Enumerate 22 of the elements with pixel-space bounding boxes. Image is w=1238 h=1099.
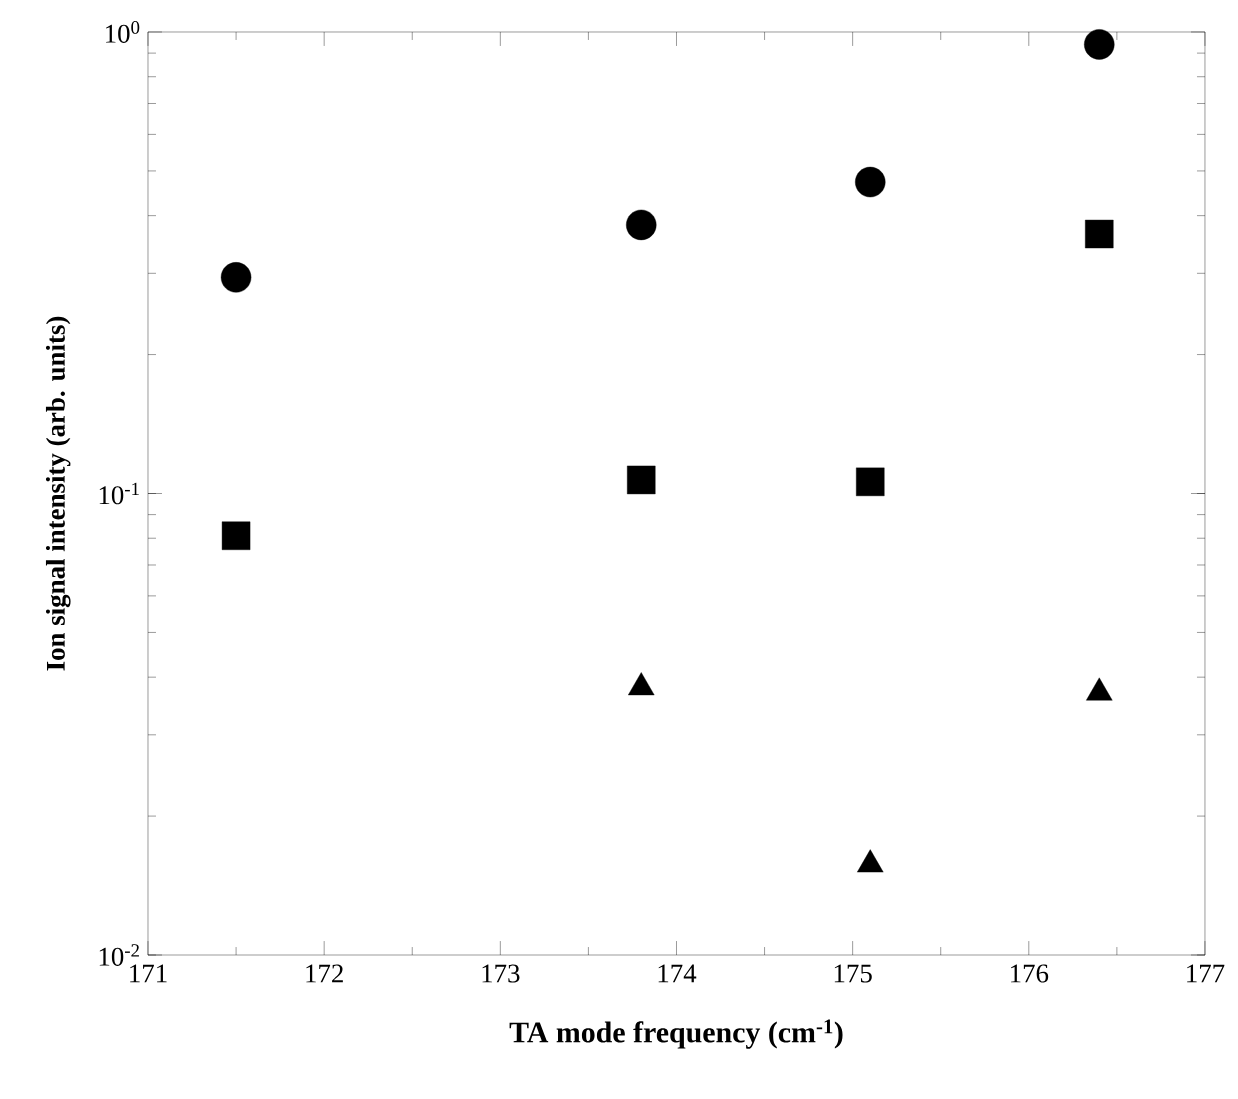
x-tick-label: 172: [306, 964, 343, 983]
x-tick-label: 171: [130, 964, 167, 983]
point: [857, 849, 884, 873]
x-tick-label: 174: [658, 964, 697, 983]
point: [628, 672, 655, 696]
point: [220, 262, 252, 293]
point: [627, 465, 656, 495]
point: [856, 467, 885, 497]
y-tick-label: 10$^{-1}$: [99, 482, 139, 505]
point: [1084, 29, 1115, 60]
point: [221, 521, 251, 550]
x-axis-title: TA mode frequency (cm$^{-1}$): [509, 1019, 843, 1049]
y-tick-label: 10$^{0}$: [106, 21, 140, 43]
point: [855, 166, 886, 198]
point: [1086, 677, 1113, 701]
x-tick-label: 175: [834, 964, 872, 983]
point: [626, 209, 657, 241]
x-tick-label: 176: [1010, 964, 1049, 983]
x-tick-label: 173: [482, 964, 520, 983]
x-tick-label: 177: [1187, 964, 1225, 983]
y-axis-title: Ion signal intensity (arb. units): [45, 316, 71, 671]
point: [1085, 219, 1114, 249]
